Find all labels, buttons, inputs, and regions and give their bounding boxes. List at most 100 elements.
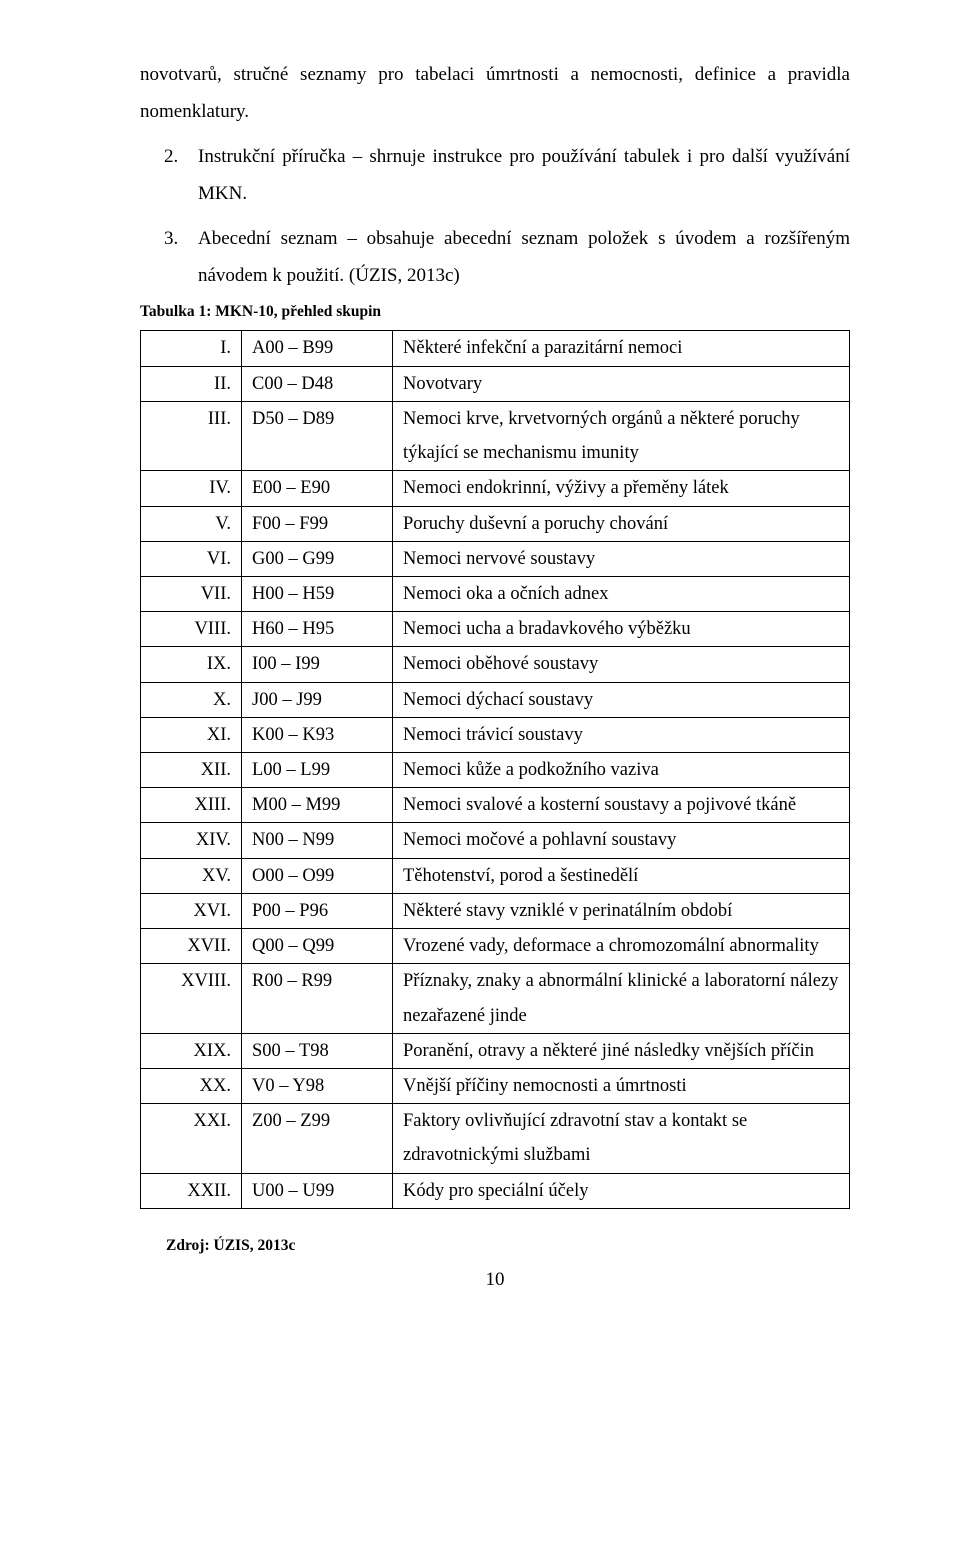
chapter-number: XX. xyxy=(141,1069,242,1104)
code-range: P00 – P96 xyxy=(242,893,393,928)
page-number: 10 xyxy=(140,1261,850,1298)
table-row: X.J00 – J99Nemoci dýchací soustavy xyxy=(141,682,850,717)
table-row: IV.E00 – E90Nemoci endokrinní, výživy a … xyxy=(141,471,850,506)
code-range: A00 – B99 xyxy=(242,331,393,366)
code-range: H60 – H95 xyxy=(242,612,393,647)
chapter-name: Novotvary xyxy=(393,366,850,401)
chapter-name: Některé infekční a parazitární nemoci xyxy=(393,331,850,366)
chapter-name: Nemoci ucha a bradavkového výběžku xyxy=(393,612,850,647)
chapter-number: III. xyxy=(141,401,242,470)
chapter-number: XVII. xyxy=(141,929,242,964)
chapter-name: Nemoci krve, krvetvorných orgánů a někte… xyxy=(393,401,850,470)
code-range: R00 – R99 xyxy=(242,964,393,1033)
table-row: VIII.H60 – H95Nemoci ucha a bradavkového… xyxy=(141,612,850,647)
chapter-number: VII. xyxy=(141,576,242,611)
chapter-number: XV. xyxy=(141,858,242,893)
chapter-name: Poranění, otravy a některé jiné následky… xyxy=(393,1033,850,1068)
chapter-number: XVIII. xyxy=(141,964,242,1033)
table-row: XXII.U00 – U99Kódy pro speciální účely xyxy=(141,1173,850,1208)
chapter-name: Nemoci trávicí soustavy xyxy=(393,717,850,752)
page: novotvarů, stručné seznamy pro tabelaci … xyxy=(0,0,960,1568)
table-row: XI.K00 – K93Nemoci trávicí soustavy xyxy=(141,717,850,752)
code-range: D50 – D89 xyxy=(242,401,393,470)
table-mkn: I.A00 – B99Některé infekční a parazitárn… xyxy=(140,330,850,1208)
code-range: I00 – I99 xyxy=(242,647,393,682)
table-row: I.A00 – B99Některé infekční a parazitárn… xyxy=(141,331,850,366)
chapter-number: IV. xyxy=(141,471,242,506)
chapter-name: Nemoci svalové a kosterní soustavy a poj… xyxy=(393,788,850,823)
chapter-number: XIV. xyxy=(141,823,242,858)
chapter-name: Vnější příčiny nemocnosti a úmrtnosti xyxy=(393,1069,850,1104)
chapter-number: XVI. xyxy=(141,893,242,928)
code-range: C00 – D48 xyxy=(242,366,393,401)
code-range: G00 – G99 xyxy=(242,541,393,576)
table-row: XV.O00 – O99Těhotenství, porod a šestine… xyxy=(141,858,850,893)
code-range: J00 – J99 xyxy=(242,682,393,717)
chapter-name: Nemoci oka a očních adnex xyxy=(393,576,850,611)
table-row: V.F00 – F99Poruchy duševní a poruchy cho… xyxy=(141,506,850,541)
code-range: M00 – M99 xyxy=(242,788,393,823)
table-row: III.D50 – D89Nemoci krve, krvetvorných o… xyxy=(141,401,850,470)
chapter-number: XXII. xyxy=(141,1173,242,1208)
chapter-name: Kódy pro speciální účely xyxy=(393,1173,850,1208)
table-caption: Tabulka 1: MKN-10, přehled skupin xyxy=(140,302,850,322)
chapter-name: Vrozené vady, deformace a chromozomální … xyxy=(393,929,850,964)
paragraph-continued: novotvarů, stručné seznamy pro tabelaci … xyxy=(140,56,850,130)
table-row: II.C00 – D48Novotvary xyxy=(141,366,850,401)
chapter-name: Některé stavy vzniklé v perinatálním obd… xyxy=(393,893,850,928)
table-source: Zdroj: ÚZIS, 2013c xyxy=(166,1237,850,1256)
chapter-number: XI. xyxy=(141,717,242,752)
code-range: Z00 – Z99 xyxy=(242,1104,393,1173)
table-row: XVII.Q00 – Q99Vrozené vady, deformace a … xyxy=(141,929,850,964)
chapter-name: Nemoci močové a pohlavní soustavy xyxy=(393,823,850,858)
chapter-name: Příznaky, znaky a abnormální klinické a … xyxy=(393,964,850,1033)
chapter-number: X. xyxy=(141,682,242,717)
chapter-name: Poruchy duševní a poruchy chování xyxy=(393,506,850,541)
chapter-number: IX. xyxy=(141,647,242,682)
code-range: V0 – Y98 xyxy=(242,1069,393,1104)
table-row: XIII.M00 – M99Nemoci svalové a kosterní … xyxy=(141,788,850,823)
chapter-name: Těhotenství, porod a šestinedělí xyxy=(393,858,850,893)
code-range: S00 – T98 xyxy=(242,1033,393,1068)
code-range: L00 – L99 xyxy=(242,753,393,788)
code-range: H00 – H59 xyxy=(242,576,393,611)
chapter-number: XII. xyxy=(141,753,242,788)
table-row: XX.V0 – Y98Vnější příčiny nemocnosti a ú… xyxy=(141,1069,850,1104)
table-row: XXI.Z00 – Z99Faktory ovlivňující zdravot… xyxy=(141,1104,850,1173)
list-item-2: 2. Instrukční příručka – shrnuje instruk… xyxy=(140,138,850,212)
table-row: XIV.N00 – N99Nemoci močové a pohlavní so… xyxy=(141,823,850,858)
code-range: K00 – K93 xyxy=(242,717,393,752)
code-range: O00 – O99 xyxy=(242,858,393,893)
table-row: VII.H00 – H59Nemoci oka a očních adnex xyxy=(141,576,850,611)
list-number: 2. xyxy=(140,138,198,212)
chapter-number: XIII. xyxy=(141,788,242,823)
chapter-number: XIX. xyxy=(141,1033,242,1068)
list-text: Abecední seznam – obsahuje abecední sezn… xyxy=(198,220,850,294)
chapter-name: Nemoci dýchací soustavy xyxy=(393,682,850,717)
chapter-name: Nemoci endokrinní, výživy a přeměny láte… xyxy=(393,471,850,506)
chapter-number: XXI. xyxy=(141,1104,242,1173)
chapter-number: VIII. xyxy=(141,612,242,647)
table-row: XII.L00 – L99Nemoci kůže a podkožního va… xyxy=(141,753,850,788)
table-row: XVI.P00 – P96Některé stavy vzniklé v per… xyxy=(141,893,850,928)
chapter-number: V. xyxy=(141,506,242,541)
table-row: IX.I00 – I99Nemoci oběhové soustavy xyxy=(141,647,850,682)
code-range: F00 – F99 xyxy=(242,506,393,541)
table-row: XVIII.R00 – R99Příznaky, znaky a abnormá… xyxy=(141,964,850,1033)
table-row: VI.G00 – G99Nemoci nervové soustavy xyxy=(141,541,850,576)
chapter-name: Nemoci nervové soustavy xyxy=(393,541,850,576)
list-item-3: 3. Abecední seznam – obsahuje abecední s… xyxy=(140,220,850,294)
code-range: E00 – E90 xyxy=(242,471,393,506)
chapter-name: Nemoci kůže a podkožního vaziva xyxy=(393,753,850,788)
table-row: XIX.S00 – T98Poranění, otravy a některé … xyxy=(141,1033,850,1068)
list-number: 3. xyxy=(140,220,198,294)
chapter-number: I. xyxy=(141,331,242,366)
code-range: N00 – N99 xyxy=(242,823,393,858)
chapter-name: Faktory ovlivňující zdravotní stav a kon… xyxy=(393,1104,850,1173)
chapter-number: VI. xyxy=(141,541,242,576)
code-range: U00 – U99 xyxy=(242,1173,393,1208)
chapter-name: Nemoci oběhové soustavy xyxy=(393,647,850,682)
code-range: Q00 – Q99 xyxy=(242,929,393,964)
list-text: Instrukční příručka – shrnuje instrukce … xyxy=(198,138,850,212)
chapter-number: II. xyxy=(141,366,242,401)
